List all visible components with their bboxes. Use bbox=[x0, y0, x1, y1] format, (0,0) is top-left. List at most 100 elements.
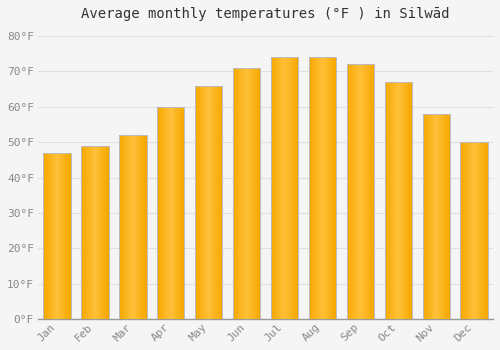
Bar bbox=[158, 107, 159, 319]
Bar bbox=[428, 114, 429, 319]
Bar bbox=[59, 153, 60, 319]
Bar bbox=[432, 114, 434, 319]
Bar bbox=[102, 146, 103, 319]
Bar bbox=[386, 82, 388, 319]
Bar bbox=[391, 82, 392, 319]
Bar bbox=[246, 68, 248, 319]
Bar bbox=[248, 68, 250, 319]
Bar bbox=[410, 82, 411, 319]
Bar bbox=[483, 142, 484, 319]
Bar bbox=[176, 107, 177, 319]
Bar bbox=[394, 82, 396, 319]
Bar bbox=[282, 57, 284, 319]
Bar bbox=[240, 68, 241, 319]
Bar bbox=[363, 64, 364, 319]
Bar bbox=[401, 82, 402, 319]
Bar bbox=[234, 68, 235, 319]
Bar bbox=[279, 57, 280, 319]
Bar bbox=[437, 114, 438, 319]
Bar bbox=[460, 142, 462, 319]
Bar bbox=[255, 68, 256, 319]
Bar bbox=[128, 135, 130, 319]
Bar bbox=[271, 57, 298, 319]
Bar bbox=[140, 135, 141, 319]
Bar bbox=[105, 146, 106, 319]
Bar bbox=[364, 64, 365, 319]
Bar bbox=[320, 57, 322, 319]
Bar bbox=[462, 142, 463, 319]
Bar bbox=[162, 107, 164, 319]
Bar bbox=[329, 57, 330, 319]
Bar bbox=[68, 153, 69, 319]
Bar bbox=[174, 107, 176, 319]
Bar bbox=[250, 68, 251, 319]
Bar bbox=[348, 64, 350, 319]
Bar bbox=[49, 153, 50, 319]
Bar bbox=[487, 142, 488, 319]
Bar bbox=[291, 57, 292, 319]
Bar bbox=[368, 64, 370, 319]
Bar bbox=[256, 68, 258, 319]
Bar bbox=[84, 146, 85, 319]
Bar bbox=[316, 57, 317, 319]
Bar bbox=[215, 86, 216, 319]
Bar bbox=[166, 107, 167, 319]
Bar bbox=[446, 114, 447, 319]
Bar bbox=[312, 57, 314, 319]
Bar bbox=[195, 86, 196, 319]
Bar bbox=[48, 153, 49, 319]
Bar bbox=[241, 68, 242, 319]
Bar bbox=[296, 57, 298, 319]
Bar bbox=[315, 57, 316, 319]
Bar bbox=[57, 153, 58, 319]
Bar bbox=[124, 135, 126, 319]
Bar bbox=[254, 68, 255, 319]
Bar bbox=[136, 135, 138, 319]
Bar bbox=[392, 82, 393, 319]
Bar bbox=[98, 146, 100, 319]
Bar bbox=[346, 64, 348, 319]
Bar bbox=[472, 142, 473, 319]
Bar bbox=[314, 57, 315, 319]
Bar bbox=[346, 64, 374, 319]
Bar bbox=[408, 82, 409, 319]
Bar bbox=[56, 153, 57, 319]
Bar bbox=[356, 64, 358, 319]
Bar bbox=[130, 135, 131, 319]
Bar bbox=[142, 135, 143, 319]
Bar bbox=[289, 57, 290, 319]
Bar bbox=[161, 107, 162, 319]
Bar bbox=[354, 64, 355, 319]
Bar bbox=[208, 86, 210, 319]
Bar bbox=[95, 146, 96, 319]
Bar bbox=[325, 57, 326, 319]
Bar bbox=[244, 68, 245, 319]
Bar bbox=[486, 142, 487, 319]
Bar bbox=[294, 57, 296, 319]
Bar bbox=[119, 135, 146, 319]
Bar bbox=[334, 57, 335, 319]
Bar bbox=[122, 135, 123, 319]
Bar bbox=[449, 114, 450, 319]
Bar bbox=[424, 114, 426, 319]
Bar bbox=[94, 146, 95, 319]
Bar bbox=[44, 153, 45, 319]
Bar bbox=[465, 142, 466, 319]
Bar bbox=[216, 86, 217, 319]
Bar bbox=[476, 142, 477, 319]
Bar bbox=[69, 153, 70, 319]
Bar bbox=[286, 57, 288, 319]
Bar bbox=[242, 68, 243, 319]
Bar bbox=[206, 86, 207, 319]
Bar bbox=[171, 107, 172, 319]
Bar bbox=[62, 153, 64, 319]
Bar bbox=[85, 146, 86, 319]
Bar bbox=[324, 57, 325, 319]
Bar bbox=[93, 146, 94, 319]
Bar bbox=[353, 64, 354, 319]
Bar bbox=[202, 86, 203, 319]
Bar bbox=[444, 114, 446, 319]
Bar bbox=[159, 107, 160, 319]
Bar bbox=[86, 146, 87, 319]
Bar bbox=[133, 135, 134, 319]
